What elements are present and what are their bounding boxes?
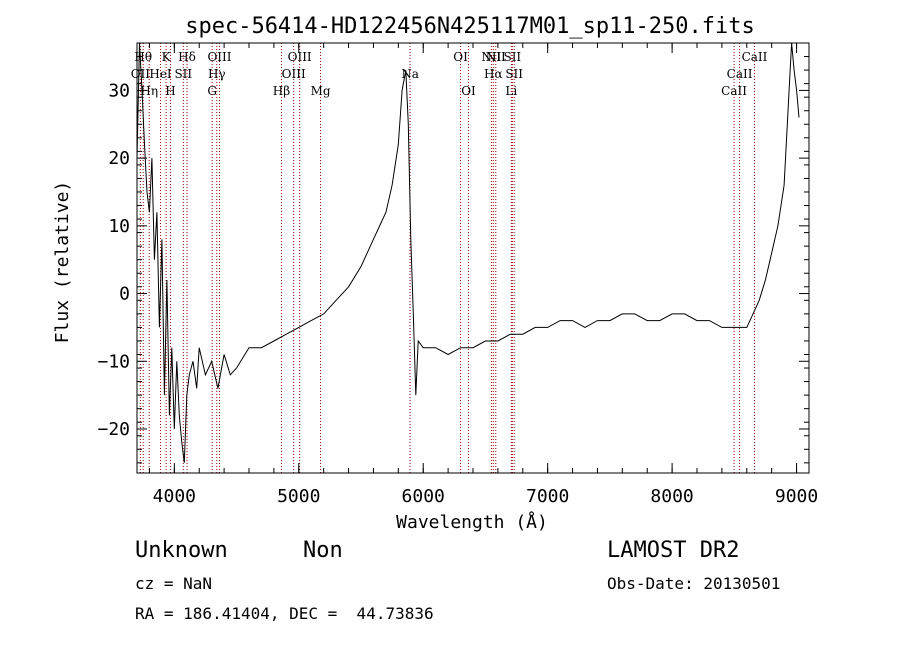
y-tick-label: −20	[97, 419, 130, 440]
survey-label: LAMOST DR2	[607, 538, 740, 563]
plot-frame	[136, 42, 810, 474]
spectral-line-label: Hβ	[273, 84, 290, 98]
x-tick-label: 9000	[775, 486, 818, 507]
spectral-line-label: OI	[461, 84, 476, 98]
x-tick-label: 8000	[650, 486, 693, 507]
cz-label: cz = NaN	[135, 574, 213, 593]
y-tick-label: −10	[97, 351, 130, 372]
spectral-line-label: OI	[453, 50, 468, 64]
spectral-line-label: NII	[481, 50, 501, 64]
spectral-line-label: SII	[174, 67, 192, 81]
spectral-line-label: Hη	[140, 84, 158, 98]
x-tick-label: 5000	[277, 486, 320, 507]
obs-date-label: Obs-Date: 20130501	[607, 574, 781, 593]
spectral-line-label: Hγ	[208, 67, 226, 81]
radec-label: RA = 186.41404, DEC = 44.73836	[135, 604, 434, 623]
spectral-line-label: OIII	[288, 50, 312, 64]
spectral-line-label: OIII	[207, 50, 231, 64]
spectral-line-label: SII	[505, 67, 523, 81]
subclass-label: Non	[303, 538, 343, 563]
chart-title: spec-56414-HD122456N425117M01_sp11-250.f…	[185, 14, 755, 39]
spectral-line-label: OII	[131, 67, 151, 81]
y-axis-label: Flux (relative)	[52, 181, 73, 344]
spectral-line-label: Hδ	[178, 50, 196, 64]
y-tick-label: 20	[108, 148, 130, 169]
spectral-line-label: Hα	[484, 67, 503, 81]
x-axis-label: Wavelength (Å)	[396, 511, 548, 533]
x-tick-label: 6000	[402, 486, 445, 507]
spectral-line-label: CaII	[742, 50, 768, 64]
y-tick-label: 0	[119, 284, 130, 305]
y-tick-label: 30	[108, 80, 130, 101]
class-label: Unknown	[135, 538, 228, 563]
x-tick-label: 7000	[526, 486, 569, 507]
spectral-line-label: CaII	[727, 67, 753, 81]
spectral-line-label: G	[207, 84, 217, 98]
spectral-line-label: SII	[503, 50, 521, 64]
spectrum-series-line	[136, 42, 800, 463]
x-tick-label: 4000	[153, 486, 196, 507]
spectral-line-label: Mg	[311, 84, 331, 98]
y-tick-label: 10	[108, 216, 130, 237]
spectral-line-label: NII	[486, 50, 506, 64]
spectral-line-label: H	[165, 84, 175, 98]
spectral-line-label: HeI	[149, 67, 172, 81]
spectral-line-label: OIII	[282, 67, 306, 81]
spectral-line-label: CaII	[721, 84, 747, 98]
spectral-line-label: K	[162, 50, 172, 64]
spectrum-chart: spec-56414-HD122456N425117M01_sp11-250.f…	[52, 14, 818, 533]
spectral-line-label: Li	[505, 84, 517, 98]
